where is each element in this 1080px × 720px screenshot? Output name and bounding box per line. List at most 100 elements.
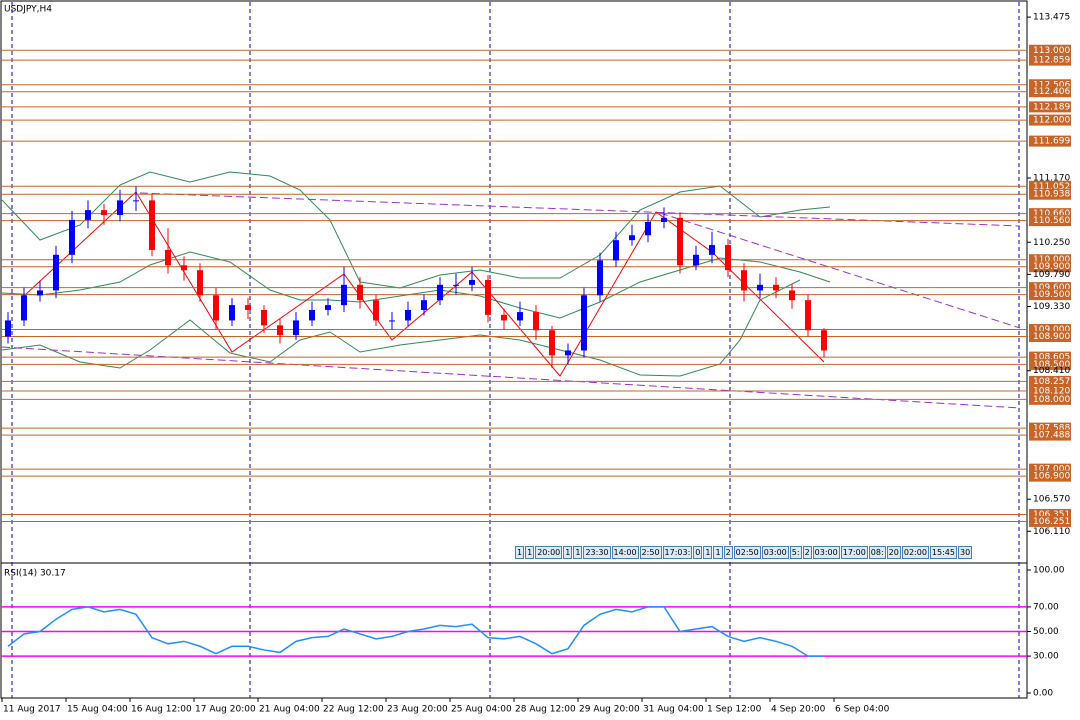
level-label: 108.900 — [1033, 332, 1070, 342]
level-label-box — [1029, 324, 1071, 336]
level-label: 110.660 — [1033, 209, 1070, 219]
level-label: 108.500 — [1033, 360, 1070, 370]
time-mark: 03:00 — [761, 546, 789, 559]
level-label: 108.000 — [1033, 395, 1070, 405]
candle-body — [85, 210, 91, 220]
level-label: 111.699 — [1033, 137, 1070, 147]
level-label-box — [1029, 261, 1071, 273]
level-label: 112.506 — [1033, 80, 1070, 90]
x-tick-label: 11 Aug 2017 — [3, 705, 61, 715]
x-tick-label: 1 Sep 12:00 — [707, 705, 762, 715]
candle-body — [405, 309, 411, 321]
x-tick-label: 21 Aug 04:00 — [259, 705, 320, 715]
candle-body — [181, 265, 187, 271]
candle-body — [677, 217, 683, 266]
level-label-box — [1029, 351, 1071, 363]
candle-body — [373, 300, 379, 321]
time-mark: 03:00 — [812, 546, 840, 559]
level-label: 109.500 — [1033, 290, 1070, 300]
level-label: 108.257 — [1033, 377, 1070, 387]
candle-body — [501, 314, 507, 321]
candle-body — [469, 279, 475, 285]
level-label-box — [1029, 180, 1071, 192]
y-tick-label: 106.570 — [1033, 495, 1070, 505]
candle-body — [629, 235, 635, 241]
level-label-box — [1029, 282, 1071, 294]
level-label-box — [1029, 470, 1071, 482]
x-tick-label: 28 Aug 12:00 — [515, 705, 576, 715]
candle-body — [533, 312, 539, 331]
level-label: 110.938 — [1033, 190, 1070, 200]
candle-body — [485, 279, 491, 315]
candle-body — [709, 245, 715, 255]
candle-body — [21, 295, 27, 321]
time-mark: 17:03: — [662, 546, 693, 559]
x-tick-label: 6 Sep 04:00 — [835, 705, 890, 715]
level-label: 107.488 — [1033, 431, 1070, 441]
candle-body — [661, 217, 667, 223]
time-mark: 2 — [802, 546, 812, 559]
level-label-box — [1029, 44, 1071, 56]
level-label: 112.859 — [1033, 56, 1070, 66]
rsi-line — [7, 606, 824, 657]
y-tick-label: 108.410 — [1033, 366, 1070, 376]
level-label: 108.605 — [1033, 353, 1070, 363]
y-tick-label: 111.170 — [1033, 174, 1070, 184]
x-tick-label: 16 Aug 12:00 — [131, 705, 192, 715]
candle-body — [453, 284, 459, 286]
x-tick-label: 29 Aug 20:00 — [579, 705, 640, 715]
separators — [11, 2, 1020, 698]
x-tick-label: 4 Sep 20:00 — [771, 705, 826, 715]
level-label: 112.189 — [1033, 102, 1070, 112]
level-label-box — [1029, 135, 1071, 147]
candle-body — [213, 295, 219, 321]
level-label: 112.000 — [1033, 116, 1070, 126]
candle-body — [53, 254, 59, 291]
candle-body — [549, 330, 555, 356]
frame — [0, 0, 1028, 699]
time-mark: 2 — [723, 546, 733, 559]
level-label-box — [1029, 375, 1071, 387]
y-tick-label: 50.00 — [1033, 627, 1059, 637]
candle-body — [437, 284, 443, 301]
time-mark: 14:00 — [611, 546, 639, 559]
candle-body — [277, 325, 283, 336]
time-mark: 02:50 — [733, 546, 761, 559]
level-label: 109.900 — [1033, 262, 1070, 272]
y-tick-label: 109.790 — [1033, 270, 1070, 280]
level-label: 106.351 — [1033, 510, 1070, 520]
level-label-box — [1029, 54, 1071, 66]
candle-body — [69, 219, 75, 255]
candle-body — [613, 240, 619, 261]
candle-body — [645, 222, 651, 236]
time-mark: 1 — [525, 546, 535, 559]
candle-body — [789, 290, 795, 301]
y-tick-label: 109.330 — [1033, 302, 1070, 312]
level-label: 106.251 — [1033, 517, 1070, 527]
time-mark: 1 — [703, 546, 713, 559]
candle-body — [693, 254, 699, 266]
candle-body — [165, 249, 171, 266]
x-tick-label: 31 Aug 04:00 — [643, 705, 704, 715]
candle-body — [149, 200, 155, 250]
level-label-box — [1029, 79, 1071, 91]
level-label-box — [1029, 114, 1071, 126]
time-mark: 20 — [886, 546, 901, 559]
level-label-box — [1029, 358, 1071, 370]
time-mark: 1 — [563, 546, 573, 559]
candle-body — [261, 309, 267, 326]
time-mark: 23:30 — [583, 546, 611, 559]
time-mark: 1 — [515, 546, 525, 559]
candle-body — [293, 320, 299, 336]
y-tick-label: 70.00 — [1033, 602, 1059, 612]
time-mark: 15:45 — [929, 546, 957, 559]
level-label-box — [1029, 393, 1071, 405]
time-mark: 20:00 — [535, 546, 563, 559]
x-tick-label: 22 Aug 12:00 — [323, 705, 384, 715]
level-label: 107.588 — [1033, 424, 1070, 434]
candle-body — [757, 284, 763, 291]
level-label-box — [1029, 429, 1071, 441]
level-label: 110.000 — [1033, 255, 1070, 265]
